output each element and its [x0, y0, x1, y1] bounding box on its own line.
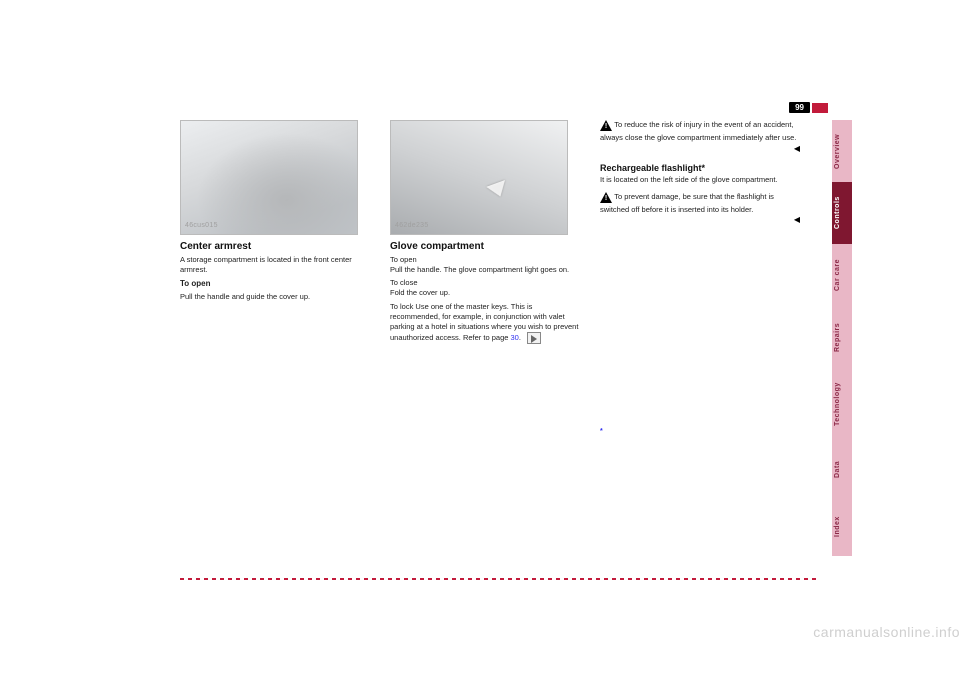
- column-1: 46cus015 Center armrest A storage compar…: [180, 120, 370, 305]
- section-tabs: Overview Controls Car care Repairs Techn…: [832, 120, 852, 556]
- tab-controls[interactable]: Controls: [832, 182, 852, 244]
- warning-end-marker: ◀: [600, 144, 800, 155]
- tab-overview[interactable]: Overview: [832, 120, 852, 182]
- body-text: To lock Use one of the master keys. This…: [390, 302, 580, 344]
- watermark-text: carmanualsonline.info: [813, 624, 960, 640]
- continue-icon: [527, 332, 541, 344]
- body-text: To open Pull the handle. The glove compa…: [390, 255, 580, 275]
- warning-text: To reduce the risk of injury in the even…: [600, 120, 796, 142]
- column-2: 462de235 Glove compartment To open Pull …: [390, 120, 580, 347]
- tab-technology[interactable]: Technology: [832, 368, 852, 440]
- body-text: To close Fold the cover up.: [390, 278, 580, 298]
- tab-data[interactable]: Data: [832, 440, 852, 498]
- warning-end-marker: ◀: [600, 215, 800, 226]
- warning-text: To prevent damage, be sure that the flas…: [600, 192, 774, 214]
- tab-index[interactable]: Index: [832, 498, 852, 556]
- page-number-tag: 99: [789, 102, 828, 113]
- tab-car-care[interactable]: Car care: [832, 244, 852, 306]
- page-number-accent: [812, 103, 828, 113]
- page-divider: [180, 578, 820, 580]
- body-text-fragment: To lock Use one of the master keys. This…: [390, 302, 578, 342]
- figure-label: 46cus015: [185, 221, 218, 230]
- figure-center-armrest: 46cus015: [180, 120, 358, 235]
- column-3: To reduce the risk of injury in the even…: [600, 120, 800, 232]
- warning-block: To prevent damage, be sure that the flas…: [600, 192, 800, 227]
- body-text: Pull the handle and guide the cover up.: [180, 292, 370, 302]
- tab-repairs[interactable]: Repairs: [832, 306, 852, 368]
- heading-flashlight: Rechargeable flashlight*: [600, 163, 800, 174]
- footnote-asterisk: *: [600, 428, 603, 435]
- body-text: A storage compartment is located in the …: [180, 255, 370, 275]
- body-text-fragment: .: [519, 333, 521, 342]
- page-number: 99: [789, 102, 810, 113]
- page-link[interactable]: 30: [511, 333, 519, 342]
- manual-page: 99 46cus015 Center armrest A storage com…: [0, 0, 960, 678]
- heading-glove-compartment: Glove compartment: [390, 241, 580, 253]
- warning-block: To reduce the risk of injury in the even…: [600, 120, 800, 155]
- subheading-to-open: To open: [180, 279, 370, 290]
- heading-center-armrest: Center armrest: [180, 241, 370, 253]
- warning-icon: [600, 192, 612, 203]
- body-text: It is located on the left side of the gl…: [600, 175, 800, 185]
- figure-glove-compartment: 462de235: [390, 120, 568, 235]
- figure-label: 462de235: [395, 221, 429, 230]
- warning-icon: [600, 120, 612, 131]
